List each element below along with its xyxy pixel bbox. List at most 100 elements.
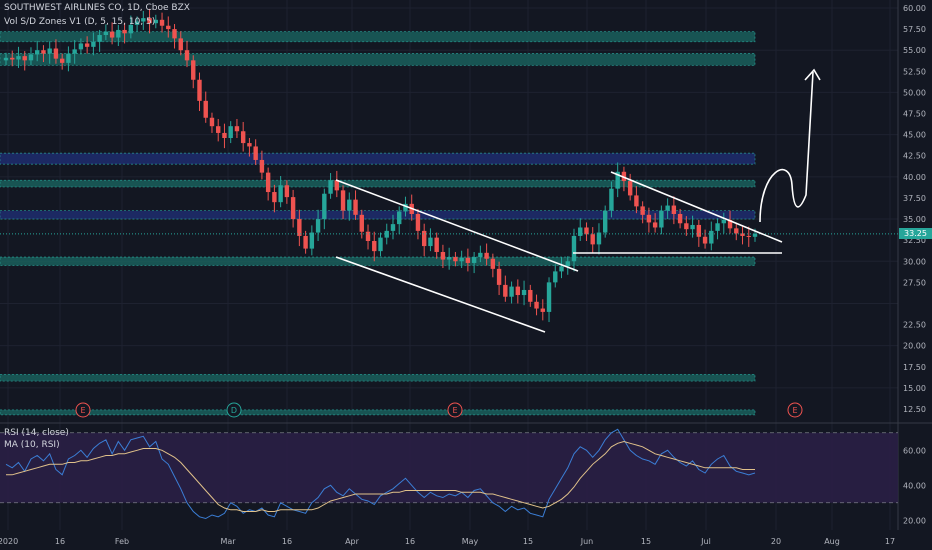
candle-body [584, 227, 589, 235]
candle-body [122, 29, 127, 34]
candle-body [515, 286, 521, 296]
price-tick-label: 20.00 [903, 342, 926, 351]
candle-body [521, 289, 527, 296]
event-label: E [792, 406, 797, 415]
candle-body [746, 235, 751, 237]
zone-demand [0, 374, 755, 382]
zone-border [0, 409, 756, 416]
candle-body [153, 19, 158, 24]
candle-body [365, 231, 371, 242]
candle-body [690, 224, 695, 230]
time-tick-label: Mar [220, 537, 236, 546]
candle-body [47, 48, 52, 54]
rsi-tick-label: 20.00 [903, 516, 926, 525]
time-tick-label: May [462, 537, 479, 546]
candle-body [259, 159, 265, 173]
price-tick-label: 55.00 [903, 46, 926, 55]
candle-body [84, 43, 90, 47]
candle-body [309, 232, 315, 249]
candle-body [234, 126, 240, 132]
rsi-tick-label: 60.00 [903, 446, 926, 455]
zone-border [0, 53, 756, 66]
candle-body [646, 214, 652, 223]
candle-body [116, 29, 121, 38]
zone-border [0, 210, 756, 220]
time-tick-label: Jul [700, 537, 711, 546]
upper-channel-line [335, 179, 579, 272]
candle-body [109, 31, 115, 38]
candle-body [571, 235, 577, 262]
candle-body [421, 230, 427, 247]
candle-body [534, 301, 539, 309]
candle-body [290, 197, 296, 220]
rsi-line [5, 428, 756, 520]
supply-demand-zones [0, 31, 756, 416]
candle-body [440, 251, 446, 260]
candle-body [203, 100, 208, 118]
candle-body [41, 50, 46, 54]
candle-body [297, 219, 302, 236]
price-tick-label: 30.00 [903, 257, 926, 266]
candle-body [453, 257, 458, 262]
candle-body [503, 284, 508, 297]
candle-body [159, 19, 165, 26]
zone-demand [0, 409, 755, 415]
price-tick-label: 17.50 [903, 363, 926, 372]
earnings-marker [787, 402, 803, 418]
candle-body [397, 211, 402, 225]
event-label: E [80, 406, 85, 415]
price-tick-label: 57.50 [903, 25, 926, 34]
candle-body [147, 18, 152, 24]
candle-body [378, 237, 383, 252]
candle-body [459, 257, 464, 262]
candle-body [540, 308, 545, 312]
candle-body [284, 185, 290, 198]
candle-body [91, 41, 96, 47]
triangle-top-line [610, 171, 783, 243]
candle-body [596, 232, 602, 245]
earnings-marker [447, 402, 463, 418]
candle-body [328, 180, 333, 194]
zone-supply [0, 153, 755, 165]
candle-body [471, 257, 477, 263]
candle-body [734, 228, 739, 234]
candle-body [240, 131, 246, 144]
candle-body [22, 56, 27, 61]
candle-body [428, 237, 433, 247]
candle-body [721, 219, 726, 224]
time-tick-label: 20 [771, 537, 781, 546]
price-tick-label: 42.50 [903, 152, 926, 161]
candle-body [696, 224, 702, 237]
candle-body [216, 126, 221, 133]
last-price-tag: 33.25 [899, 228, 932, 240]
candle-body [172, 29, 177, 39]
candle-body [128, 24, 134, 34]
candle-body [609, 188, 614, 211]
candle-body [359, 214, 364, 232]
zone-supply [0, 53, 755, 66]
price-tick-label: 47.50 [903, 110, 926, 119]
candle-body [272, 192, 277, 203]
candle-body [184, 50, 190, 61]
rsi-ma-line [6, 440, 755, 512]
time-tick-label: 15 [523, 537, 533, 546]
candle-body [35, 50, 40, 55]
candle-body [484, 252, 489, 259]
candle-body [134, 21, 140, 25]
time-tick-label: Aug [824, 537, 840, 546]
candle-body [78, 43, 84, 50]
candle-body [727, 219, 733, 229]
candle-body [347, 199, 352, 211]
candle-body [53, 48, 59, 59]
candle-body [303, 235, 308, 249]
time-tick-label: Jun [580, 537, 594, 546]
event-label: E [452, 406, 457, 415]
candle-body [465, 257, 471, 263]
candle-body [752, 233, 758, 237]
candle-body [66, 53, 71, 63]
candle-body [340, 190, 346, 211]
price-tick-label: 60.00 [903, 4, 926, 13]
time-tick-label: 16 [405, 537, 415, 546]
